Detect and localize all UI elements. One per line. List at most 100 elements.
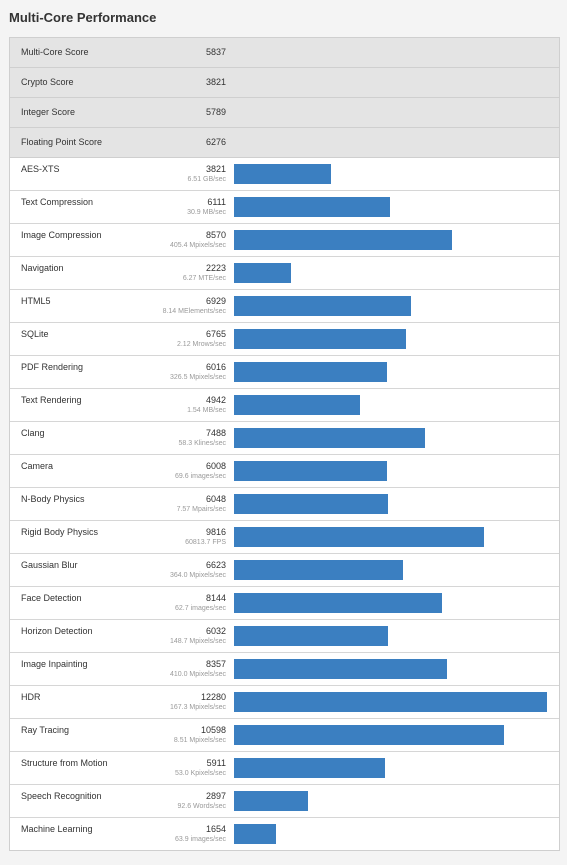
benchmark-score: 5911	[206, 758, 226, 768]
benchmark-section: AES-XTS 3821 6.51 GB/sec Text Compression 61…	[10, 158, 559, 850]
benchmark-score: 2223	[205, 263, 226, 273]
benchmark-bar	[234, 758, 385, 778]
summary-score: 3821	[205, 77, 226, 87]
benchmark-rate: 63.9 images/sec	[175, 836, 226, 843]
summary-label: Integer Score	[21, 107, 76, 117]
benchmark-row: Rigid Body Physics 9816 60813.7 FPS	[10, 521, 559, 554]
benchmark-row: Camera 6008 69.6 images/sec	[10, 455, 559, 488]
benchmark-score: 1654	[205, 824, 226, 834]
benchmark-row: Gaussian Blur 6623 364.0 Mpixels/sec	[10, 554, 559, 587]
benchmark-row: Machine Learning 1654 63.9 images/sec	[10, 818, 559, 850]
benchmark-rate: 167.3 Mpixels/sec	[169, 704, 226, 711]
benchmark-name: Face Detection	[21, 593, 82, 603]
benchmark-score: 12280	[200, 692, 226, 702]
benchmark-row: HDR 12280 167.3 Mpixels/sec	[10, 686, 559, 719]
benchmark-name: Gaussian Blur	[21, 560, 78, 570]
benchmark-bar	[234, 362, 387, 382]
benchmark-row: Text Compression 6111 30.9 MB/sec	[10, 191, 559, 224]
benchmark-rate: 92.6 Words/sec	[177, 803, 226, 810]
benchmark-bar	[234, 527, 484, 547]
benchmark-bar	[234, 725, 504, 745]
benchmark-rate: 8.14 MElements/sec	[162, 308, 226, 315]
benchmark-row: Structure from Motion 5911 53.0 Kpixels/se…	[10, 752, 559, 785]
benchmark-bar	[234, 692, 547, 712]
benchmark-name: AES-XTS	[21, 164, 60, 174]
benchmark-name: Machine Learning	[21, 824, 93, 834]
benchmark-name: Navigation	[21, 263, 64, 273]
benchmark-score: 4942	[205, 395, 226, 405]
benchmark-name: Structure from Motion	[21, 758, 108, 768]
benchmark-bar	[234, 296, 411, 316]
benchmark-name: Text Compression	[21, 197, 94, 207]
benchmark-bar	[234, 263, 291, 283]
benchmark-score: 7488	[205, 428, 226, 438]
benchmark-row: Ray Tracing 10598 8.51 Mpixels/sec	[10, 719, 559, 752]
benchmark-rate: 364.0 Mpixels/sec	[169, 572, 226, 579]
benchmark-name: Camera	[21, 461, 54, 471]
benchmark-bar	[234, 329, 406, 349]
benchmark-score: 8570	[205, 230, 226, 240]
benchmark-row: Image Compression 8570 405.4 Mpixels/sec	[10, 224, 559, 257]
benchmark-name: Image Compression	[21, 230, 102, 240]
benchmark-rate: 7.57 Mpairs/sec	[176, 506, 226, 513]
benchmark-score: 6016	[205, 362, 226, 372]
benchmark-rate: 2.12 Mrows/sec	[176, 341, 226, 348]
benchmark-name: Rigid Body Physics	[21, 527, 99, 537]
benchmark-rate: 53.0 Kpixels/sec	[175, 770, 226, 777]
benchmark-rate: 30.9 MB/sec	[187, 209, 226, 216]
benchmark-name: Ray Tracing	[21, 725, 70, 735]
benchmark-name: Image Inpainting	[21, 659, 88, 669]
summary-row: Floating Point Score 6276	[10, 128, 559, 158]
benchmark-bar	[234, 824, 276, 844]
benchmark-row: Clang 7488 58.3 Klines/sec	[10, 422, 559, 455]
benchmark-row: N-Body Physics 6048 7.57 Mpairs/sec	[10, 488, 559, 521]
summary-row: Integer Score 5789	[10, 98, 559, 128]
summary-score: 5789	[205, 107, 226, 117]
benchmark-score: 8357	[205, 659, 226, 669]
benchmark-rate: 326.5 Mpixels/sec	[169, 374, 226, 381]
summary-row: Crypto Score 3821	[10, 68, 559, 98]
summary-row: Multi-Core Score 5837	[10, 38, 559, 68]
benchmark-row: HTML5 6929 8.14 MElements/sec	[10, 290, 559, 323]
benchmark-score: 6111	[207, 197, 226, 207]
benchmark-rate: 405.4 Mpixels/sec	[169, 242, 226, 249]
benchmark-bar	[234, 197, 390, 217]
benchmark-row: Text Rendering 4942 1.54 MB/sec	[10, 389, 559, 422]
benchmark-row: Horizon Detection 6032 148.7 Mpixels/sec	[10, 620, 559, 653]
benchmark-name: SQLite	[21, 329, 49, 339]
benchmark-score: 6929	[205, 296, 226, 306]
summary-label: Crypto Score	[21, 77, 74, 87]
benchmark-name: Clang	[21, 428, 45, 438]
benchmark-row: Navigation 2223 6.27 MTE/sec	[10, 257, 559, 290]
benchmark-bar	[234, 791, 308, 811]
benchmark-rate: 1.54 MB/sec	[187, 407, 226, 414]
benchmark-bar	[234, 626, 388, 646]
benchmark-row: Image Inpainting 8357 410.0 Mpixels/sec	[10, 653, 559, 686]
benchmark-row: Face Detection 8144 62.7 images/sec	[10, 587, 559, 620]
benchmark-name: HTML5	[21, 296, 51, 306]
benchmark-rate: 58.3 Klines/sec	[178, 440, 226, 447]
benchmark-score: 6048	[205, 494, 226, 504]
benchmark-name: PDF Rendering	[21, 362, 84, 372]
benchmark-bar	[234, 659, 447, 679]
benchmark-name: N-Body Physics	[21, 494, 85, 504]
benchmark-score: 2897	[205, 791, 226, 801]
benchmark-row: Speech Recognition 2897 92.6 Words/sec	[10, 785, 559, 818]
summary-score: 5837	[205, 47, 226, 57]
benchmark-score: 9816	[205, 527, 226, 537]
summary-score: 6276	[205, 137, 226, 147]
benchmark-bar	[234, 395, 360, 415]
benchmark-score: 6008	[205, 461, 226, 471]
benchmark-bar	[234, 494, 388, 514]
benchmark-rate: 60813.7 FPS	[185, 539, 226, 546]
benchmark-score: 8144	[205, 593, 226, 603]
benchmark-name: Text Rendering	[21, 395, 82, 405]
benchmark-bar	[234, 461, 387, 481]
benchmark-score: 3821	[205, 164, 226, 174]
benchmark-bar	[234, 164, 331, 184]
benchmark-rate: 6.27 MTE/sec	[182, 275, 226, 282]
benchmark-bar	[234, 560, 403, 580]
summary-label: Floating Point Score	[21, 137, 103, 147]
benchmark-rate: 410.0 Mpixels/sec	[169, 671, 226, 678]
